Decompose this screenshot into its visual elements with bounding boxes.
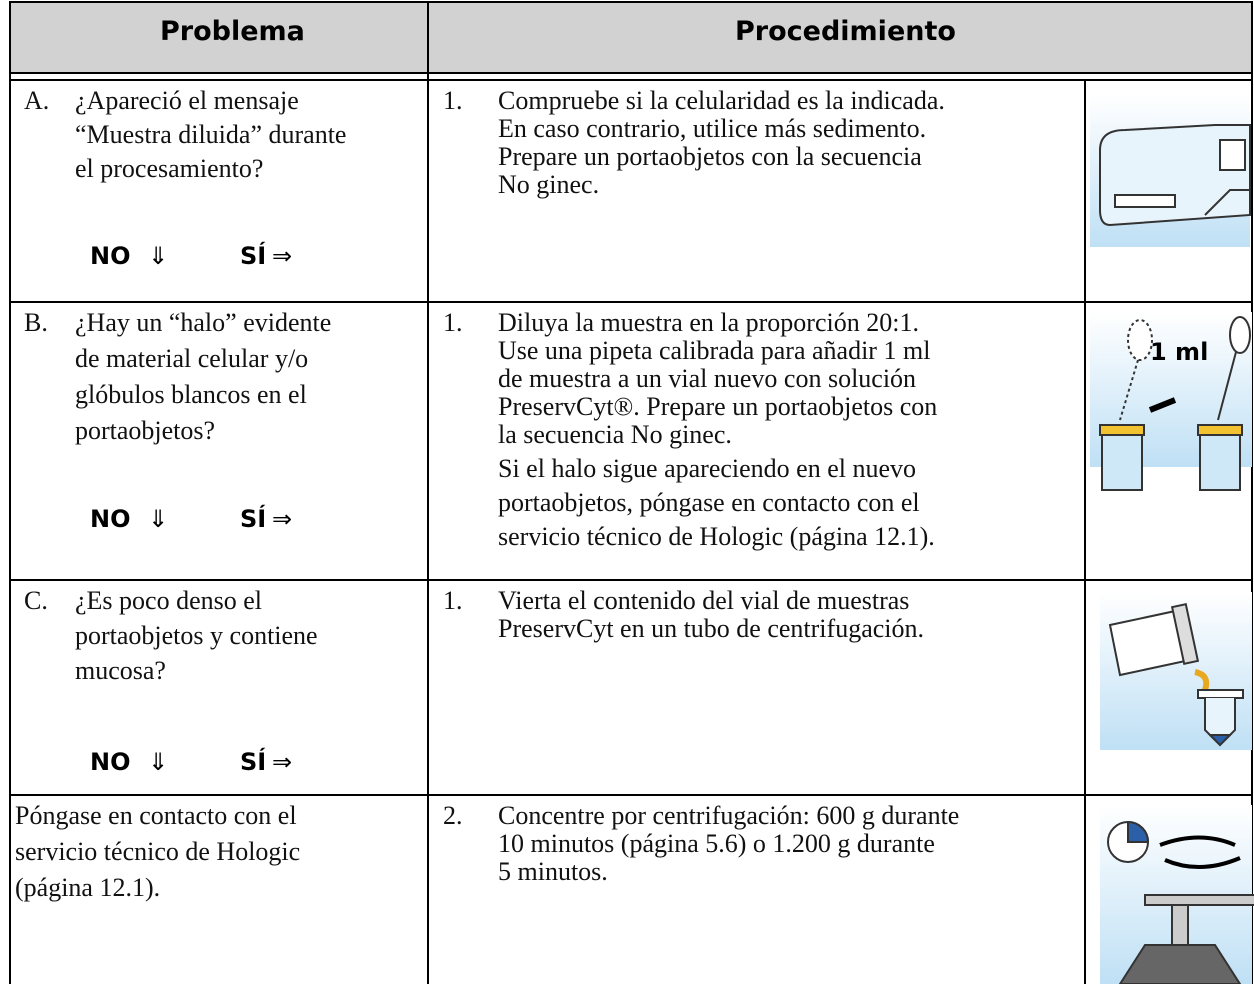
step-text: Vierta el contenido del vial de muestras [498,586,910,615]
no-label: NO [90,242,131,270]
problem-text: de material celular y/o [75,344,309,373]
step-text: 5 minutos. [498,857,608,886]
yes-label: SÍ [240,505,267,533]
right-arrow: ⇒ [272,505,293,533]
step-text: servicio técnico de Hologic (página 12.1… [498,522,935,551]
down-arrow: ⇓ [148,242,169,270]
problem-letter: C. [24,586,48,615]
step-text: Prepare un portaobjetos con la secuencia [498,142,922,171]
problem-text: ¿Apareció el mensaje [75,86,299,115]
header-procedure: Procedimiento [735,16,956,47]
problem-text: servicio técnico de Hologic [15,837,301,866]
right-arrow: ⇒ [272,242,293,270]
problem-text: “Muestra diluida” durante [75,120,347,149]
image-label: 1 ml [1150,338,1209,366]
step-number: 1. [443,586,463,615]
problem-letter: A. [24,86,50,115]
step-text: Diluya la muestra en la proporción 20:1. [498,308,919,337]
down-arrow: ⇓ [148,748,169,776]
problem-letter: B. [24,308,48,337]
problem-text: portaobjetos? [75,416,216,445]
step-text: Concentre por centrifugación: 600 g dura… [498,801,960,830]
yes-label: SÍ [240,242,267,270]
step-text: Si el halo sigue apareciendo en el nuevo [498,454,917,483]
problem-text: el procesamiento? [75,154,264,183]
step-text: No ginec. [498,170,600,199]
step-number: 2. [443,801,463,830]
pipette-icon [1090,312,1252,491]
step-number: 1. [443,86,463,115]
step-number: 1. [443,308,463,337]
down-arrow: ⇓ [148,505,169,533]
problem-text: glóbulos blancos en el [75,380,307,409]
yes-label: SÍ [240,748,267,776]
pour-icon [1100,592,1252,750]
step-text: Compruebe si la celularidad es la indica… [498,86,945,115]
step-text: 10 minutos (página 5.6) o 1.200 g durant… [498,829,935,858]
problem-text: mucosa? [75,656,166,685]
no-label: NO [90,748,131,776]
centrifuge-icon [1100,805,1254,984]
header-problem: Problema [160,16,305,47]
step-text: En caso contrario, utilice más sedimento… [498,114,927,143]
problem-text: (página 12.1). [15,873,161,902]
step-text: portaobjetos, póngase en contacto con el [498,488,920,517]
step-text: PreservCyt®. Prepare un portaobjetos con [498,392,938,421]
step-text: la secuencia No ginec. [498,420,732,449]
step-text: Use una pipeta calibrada para añadir 1 m… [498,336,931,365]
problem-text: portaobjetos y contiene [75,621,318,650]
right-arrow: ⇒ [272,748,293,776]
step-text: de muestra a un vial nuevo con solución [498,364,917,393]
no-label: NO [90,505,131,533]
problem-text: ¿Es poco denso el [75,586,263,615]
step-text: PreservCyt en un tubo de centrifugación. [498,614,924,643]
processor-icon [1090,95,1251,247]
problem-text: ¿Hay un “halo” evidente [75,308,332,337]
problem-text: Póngase en contacto con el [15,801,297,830]
